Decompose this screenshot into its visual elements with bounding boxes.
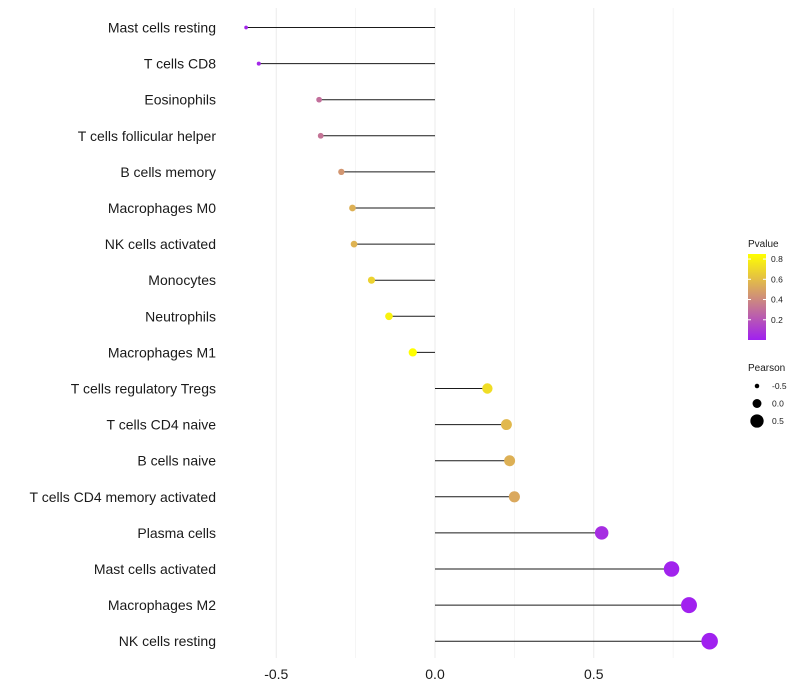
category-label: T cells CD4 memory activated <box>30 489 216 505</box>
category-label: T cells CD8 <box>144 56 216 72</box>
lollipop-point <box>482 383 493 394</box>
pvalue-legend: Pvalue 0.2 0.4 0.6 0.8 <box>748 239 783 340</box>
pvalue-colorbar <box>748 254 766 340</box>
lollipop-point <box>244 25 248 30</box>
lollipop-point <box>681 597 697 614</box>
colorbar-tick-label: 0.4 <box>771 295 783 305</box>
lollipop-point <box>385 312 393 321</box>
category-label: Monocytes <box>148 272 216 288</box>
lollipop-point <box>317 132 324 139</box>
category-label: Neutrophils <box>145 308 216 324</box>
category-label: B cells memory <box>120 164 216 180</box>
lollipop-point <box>256 61 261 66</box>
lollipop-point <box>594 526 609 540</box>
category-label: B cells naive <box>137 453 216 469</box>
category-label: T cells follicular helper <box>78 128 217 144</box>
colorbar-tick-label: 0.2 <box>771 315 783 325</box>
grid-lines <box>275 8 674 658</box>
colorbar-tick-label: 0.6 <box>771 274 783 284</box>
x-axis-ticks: -0.5 0.0 0.5 <box>264 666 604 682</box>
lollipop-point <box>349 204 356 212</box>
category-label: Mast cells resting <box>108 20 216 36</box>
pearson-legend: Pearson -0.5 0.0 0.5 <box>748 363 787 428</box>
lollipop-point <box>316 96 322 103</box>
x-tick-label: -0.5 <box>264 666 288 682</box>
lollipop-point <box>408 348 417 357</box>
size-legend-key <box>750 414 764 428</box>
size-legend-key <box>752 399 762 408</box>
category-label: Mast cells activated <box>94 561 216 577</box>
category-label: NK cells resting <box>119 633 216 649</box>
size-legend-label: 0.5 <box>772 416 784 426</box>
lollipop-points <box>244 25 718 650</box>
lollipop-point <box>663 561 680 577</box>
lollipop-point <box>338 168 345 176</box>
category-label: T cells CD4 naive <box>107 417 217 433</box>
category-labels: Mast cells resting T cells CD8 Eosinophils… <box>30 20 217 650</box>
x-tick-label: 0.5 <box>584 666 604 682</box>
size-legend-label: 0.0 <box>772 399 784 409</box>
lollipop-point <box>701 632 718 650</box>
category-label: Macrophages M2 <box>108 597 216 613</box>
pvalue-legend-title: Pvalue <box>748 239 779 250</box>
lollipop-stems <box>246 27 710 642</box>
lollipop-point <box>508 491 520 503</box>
category-label: Eosinophils <box>144 92 216 108</box>
lollipop-point <box>367 276 376 284</box>
size-legend-key <box>754 383 760 389</box>
category-label: Macrophages M0 <box>108 200 216 216</box>
lollipop-point <box>500 419 512 431</box>
lollipop-point <box>504 455 516 467</box>
colorbar-tick-label: 0.8 <box>771 254 783 264</box>
pearson-legend-title: Pearson <box>748 363 785 374</box>
category-label: T cells regulatory Tregs <box>71 381 216 397</box>
x-tick-label: 0.0 <box>425 666 445 682</box>
size-legend-label: -0.5 <box>772 381 787 391</box>
category-label: NK cells activated <box>105 236 216 252</box>
lollipop-point <box>350 240 358 248</box>
category-label: Plasma cells <box>137 525 216 541</box>
category-label: Macrophages M1 <box>108 344 216 360</box>
